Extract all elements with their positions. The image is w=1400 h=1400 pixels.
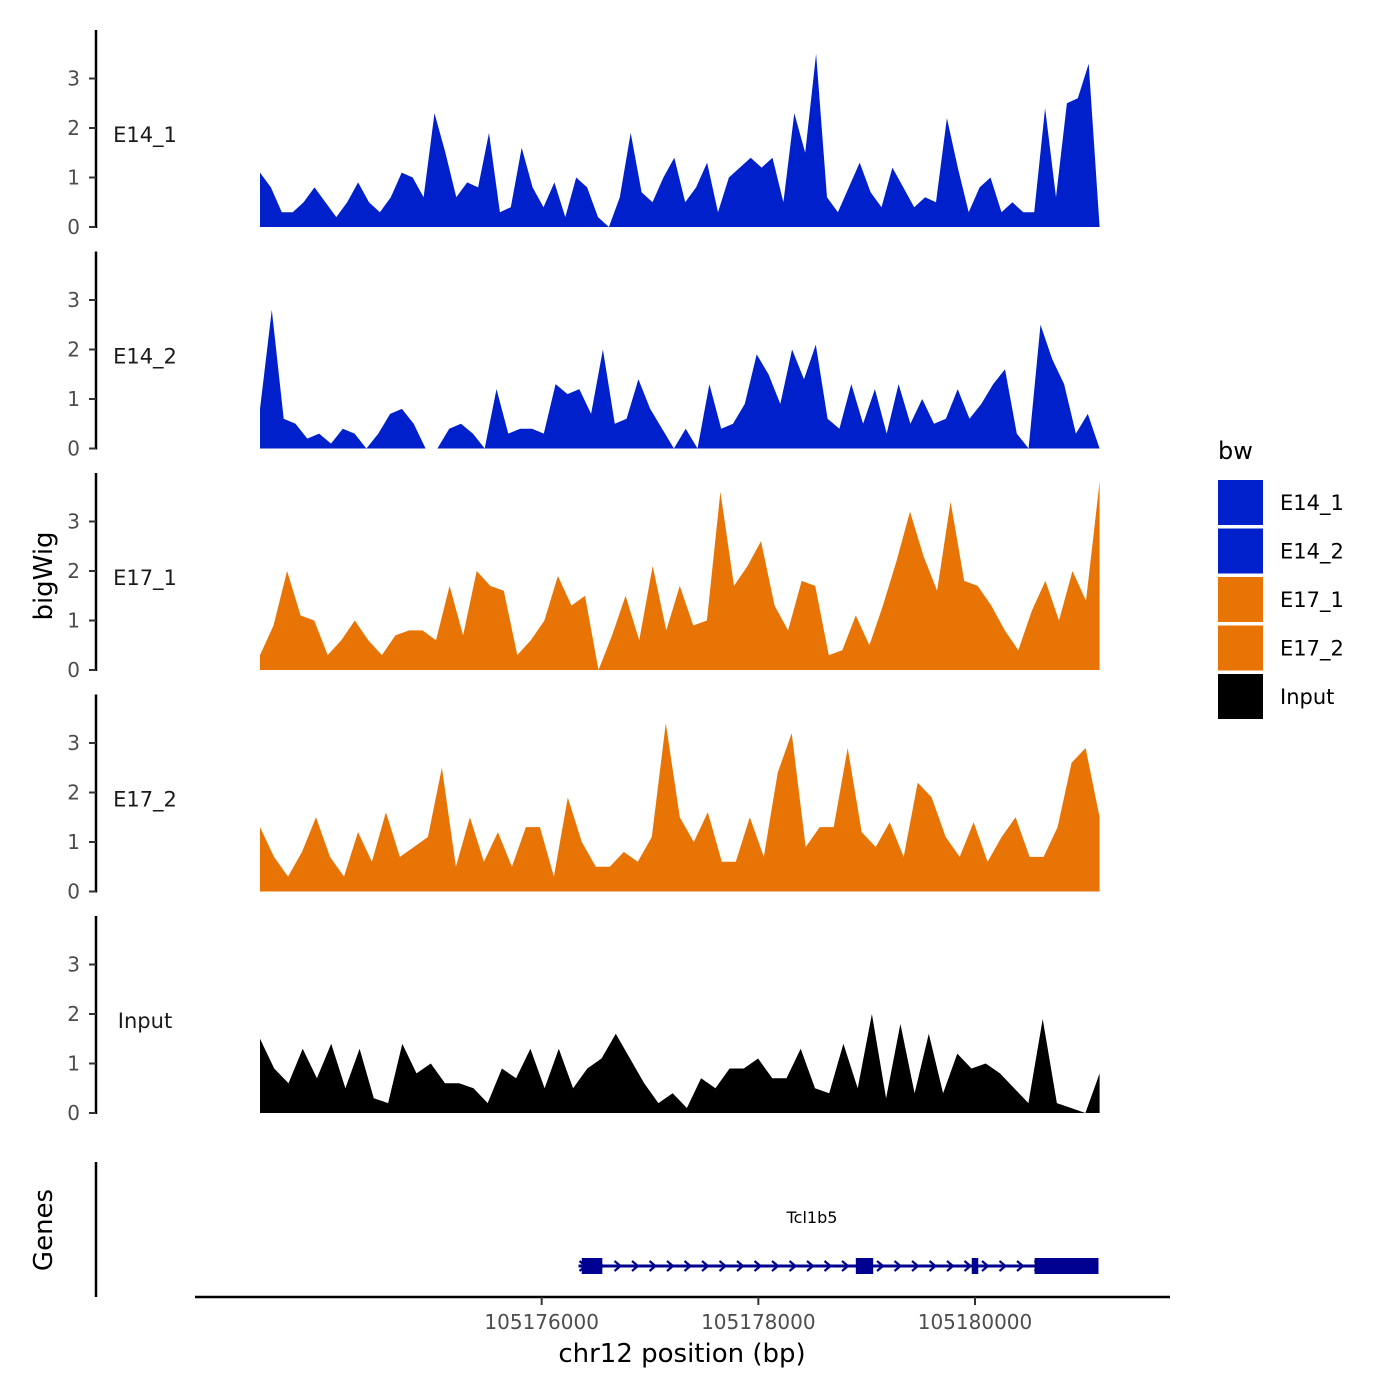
strand-arrow: [631, 1260, 640, 1272]
strand-arrow: [736, 1260, 745, 1272]
legend: bw E14_1 E14_2 E17_1 E17_2 Input: [1218, 437, 1344, 719]
strand-arrow: [788, 1260, 798, 1272]
gene-exon: [855, 1258, 874, 1274]
strand-arrow: [1016, 1260, 1025, 1272]
track-E17_1: 0 1 2 3 E17_1: [67, 473, 1100, 682]
legend-label: E14_1: [1280, 491, 1344, 516]
gene-exon: [581, 1258, 603, 1274]
legend-label: E17_1: [1280, 588, 1344, 613]
y-tick-label: 2: [67, 338, 80, 362]
x-tick-label: 105180000: [918, 1310, 1033, 1334]
strand-arrow: [613, 1260, 623, 1272]
track-E14_2: 0 1 2 3 E14_2: [67, 251, 1100, 461]
y-tick-label: 0: [67, 437, 80, 461]
strand-arrow: [648, 1260, 658, 1272]
y-tick-label: 3: [67, 953, 80, 977]
y-tick-label: 2: [67, 1002, 80, 1026]
legend-key-E14_1: [1218, 480, 1263, 525]
tracks-group: 0 1 2 3 E14_1 0 1 2 3 E14_2 0 1 2 3 E17_1 0 1 2 3 E17_2 0 1 2 3…: [67, 30, 1100, 1125]
strand-arrow: [893, 1260, 903, 1272]
area-E17_2: [260, 723, 1100, 892]
area-E14_2: [260, 309, 1100, 449]
legend-label: Input: [1280, 685, 1334, 709]
area-E14_1: [260, 53, 1100, 227]
y-tick-label: 1: [67, 387, 80, 411]
gene-track: Tcl1b5: [578, 1208, 1099, 1274]
y-tick-label: 2: [67, 559, 80, 583]
strand-arrow: [911, 1260, 920, 1272]
strand-arrow: [771, 1260, 780, 1272]
area-E17_1: [260, 481, 1100, 670]
legend-key-E17_2: [1218, 625, 1263, 671]
legend-title: bw: [1218, 437, 1253, 465]
strand-arrow: [701, 1260, 710, 1272]
strand-arrow: [683, 1260, 693, 1272]
y-tick-label: 0: [67, 880, 80, 904]
x-tick-label: 105178000: [701, 1310, 816, 1334]
gene-label: Tcl1b5: [786, 1208, 838, 1227]
strand-arrow: [753, 1260, 763, 1272]
strand-arrow: [841, 1260, 850, 1272]
gene-exon: [971, 1258, 979, 1274]
y-tick-label: 1: [67, 166, 80, 190]
strand-arrow: [981, 1260, 990, 1272]
track-label: Input: [118, 1009, 172, 1033]
y-tick-label: 3: [67, 731, 80, 755]
legend-label: E17_2: [1280, 637, 1344, 662]
x-axis-ticks: 105176000 105178000 105180000: [484, 1297, 1032, 1334]
strand-arrow: [998, 1260, 1008, 1272]
strand-arrow: [718, 1260, 728, 1272]
legend-key-E14_2: [1218, 528, 1263, 574]
area-Input: [260, 1014, 1100, 1113]
x-axis-title: chr12 position (bp): [558, 1339, 805, 1369]
strand-arrow: [806, 1260, 815, 1272]
strand-arrow: [928, 1260, 938, 1272]
genes-axis-title: Genes: [29, 1189, 59, 1271]
strand-arrow: [823, 1260, 833, 1272]
track-Input: 0 1 2 3 Input: [67, 916, 1100, 1125]
track-label: E14_2: [113, 345, 177, 370]
legend-key-E17_1: [1218, 577, 1263, 622]
track-E17_2: 0 1 2 3 E17_2: [67, 694, 1100, 904]
track-label: E17_1: [113, 566, 177, 591]
legend-key-Input: [1218, 674, 1263, 719]
y-tick-label: 3: [67, 510, 80, 534]
y-tick-label: 3: [67, 67, 80, 91]
y-tick-label: 1: [67, 609, 80, 633]
y-tick-label: 0: [67, 215, 80, 239]
strand-arrow: [963, 1260, 973, 1272]
y-tick-label: 1: [67, 830, 80, 854]
y-tick-label: 1: [67, 1052, 80, 1076]
y-tick-label: 2: [67, 781, 80, 805]
y-tick-label: 0: [67, 1101, 80, 1125]
track-label: E14_1: [113, 123, 177, 148]
legend-label: E14_2: [1280, 540, 1344, 565]
track-label: E17_2: [113, 788, 177, 813]
y-tick-label: 3: [67, 288, 80, 312]
strand-arrow: [946, 1260, 955, 1272]
gene-exon: [1034, 1258, 1099, 1274]
track-E14_1: 0 1 2 3 E14_1: [67, 30, 1100, 239]
strand-arrow: [666, 1260, 675, 1272]
y-tick-label: 0: [67, 658, 80, 682]
strand-arrow: [876, 1260, 885, 1272]
y-tick-label: 2: [67, 116, 80, 140]
y-axis-title: bigWig: [29, 531, 59, 620]
x-tick-label: 105176000: [484, 1310, 599, 1334]
